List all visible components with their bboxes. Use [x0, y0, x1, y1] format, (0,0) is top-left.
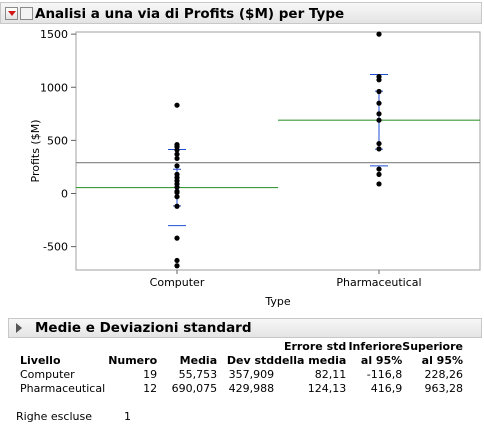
- means-section-title: Medie e Deviazioni standard: [35, 320, 252, 336]
- table-row: Pharmaceutical 12 690,075 429,988 124,13…: [20, 382, 463, 396]
- data-point: [376, 181, 382, 187]
- cell-number: 19: [143, 368, 158, 381]
- excluded-rows-label: Righe escluse: [16, 410, 92, 423]
- excluded-rows: Righe escluse 1: [16, 410, 131, 423]
- y-tick-label: -500: [43, 241, 68, 254]
- cell-se: 82,11: [314, 368, 347, 381]
- data-point: [174, 263, 180, 269]
- data-point: [174, 189, 180, 196]
- data-point: [376, 171, 382, 177]
- cell-mean: 55,753: [178, 368, 218, 381]
- data-point: [174, 235, 180, 241]
- data-point: [376, 100, 382, 106]
- disclosure-triangle-icon[interactable]: [16, 323, 22, 333]
- data-point: [174, 203, 180, 209]
- data-point: [376, 146, 382, 152]
- table-header-row: Livello Numero Media Dev std Errore std d…: [20, 340, 463, 368]
- table-row: Computer 19 55,753 357,909 82,11 -116,8 …: [20, 368, 463, 382]
- col-sd: Dev std: [226, 354, 275, 367]
- cell-sd: 357,909: [228, 368, 275, 381]
- report-title: Analisi a una via di Profits ($M) per Ty…: [35, 6, 345, 22]
- y-tick-label: 1000: [40, 81, 68, 94]
- cell-upper: 963,28: [424, 382, 464, 395]
- cell-level: Pharmaceutical: [20, 382, 106, 395]
- means-table: Livello Numero Media Dev std Errore std d…: [20, 340, 463, 396]
- col-upper-line2: al 95%: [421, 354, 463, 367]
- data-point: [174, 147, 180, 153]
- col-se: Errore std della media: [274, 340, 346, 368]
- data-point: [174, 194, 180, 200]
- col-se-line1: Errore std: [283, 340, 347, 353]
- col-lower-line2: al 95%: [360, 354, 403, 367]
- cell-mean: 690,075: [171, 382, 218, 395]
- cell-number: 12: [143, 382, 158, 395]
- oneway-report-header: Analisi a una via di Profits ($M) per Ty…: [0, 2, 482, 24]
- y-axis-label: Profits ($M): [29, 120, 42, 183]
- col-lower: Inferiore al 95%: [346, 340, 402, 368]
- cell-se: 124,13: [307, 382, 347, 395]
- data-point: [174, 151, 180, 157]
- report-menu-button[interactable]: [5, 7, 18, 20]
- col-upper-line1: Superiore: [402, 340, 463, 353]
- excluded-rows-value: 1: [124, 410, 131, 423]
- data-point: [376, 77, 382, 83]
- x-tick-label: Pharmaceutical: [336, 276, 421, 289]
- col-number: Numero: [108, 354, 158, 367]
- col-upper: Superiore al 95%: [402, 340, 463, 368]
- y-tick-label: 500: [47, 134, 68, 147]
- x-tick-label: Computer: [150, 276, 205, 289]
- data-point: [376, 140, 382, 147]
- cell-lower: 416,9: [370, 382, 403, 395]
- cell-lower: -116,8: [366, 368, 403, 381]
- oneway-chart: -500 0 500 1000 1500 Profits ($M) Computer Phar…: [29, 28, 481, 308]
- data-point: [376, 117, 382, 123]
- cell-sd: 429,988: [228, 382, 275, 395]
- col-mean: Media: [179, 354, 218, 367]
- outline-toggle-button[interactable]: [20, 7, 33, 20]
- data-point: [376, 111, 382, 117]
- x-axis-label: Type: [264, 295, 290, 308]
- data-point: [376, 166, 382, 172]
- red-triangle-menu-icon: [8, 11, 16, 16]
- y-tick-label: 0: [61, 188, 68, 201]
- means-section-header[interactable]: Medie e Deviazioni standard: [8, 318, 482, 338]
- data-point: [174, 163, 180, 169]
- data-point: [174, 102, 180, 108]
- data-point: [174, 184, 180, 190]
- col-se-line2: della media: [274, 354, 347, 367]
- col-level: Livello: [20, 354, 61, 367]
- data-point: [376, 31, 382, 37]
- y-tick-label: 1500: [40, 28, 68, 41]
- plot-frame: [75, 31, 481, 271]
- col-lower-line1: Inferiore: [348, 340, 403, 353]
- data-point: [174, 257, 180, 264]
- cell-level: Computer: [20, 368, 75, 381]
- cell-upper: 228,26: [424, 368, 464, 381]
- data-point: [174, 155, 180, 162]
- data-point: [376, 88, 382, 95]
